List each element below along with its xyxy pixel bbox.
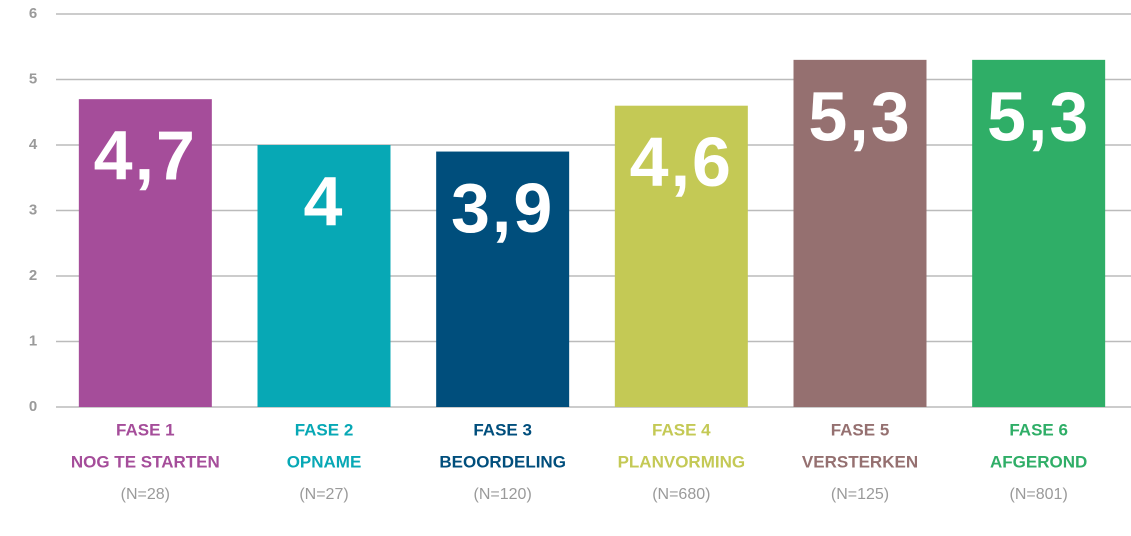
y-tick-label: 6	[29, 5, 37, 22]
category-count: (N=680)	[652, 486, 710, 503]
category-count: (N=120)	[474, 486, 532, 503]
bar	[257, 145, 391, 407]
bar	[436, 151, 570, 407]
category-count: (N=125)	[831, 486, 889, 503]
category-name: AFGEROND	[990, 452, 1087, 471]
y-tick-label: 0	[29, 398, 37, 415]
bar	[972, 59, 1106, 407]
category-name: VERSTERKEN	[802, 452, 918, 471]
y-tick-label: 1	[29, 332, 37, 349]
x-tick-label: FASE 6	[1009, 420, 1068, 439]
y-tick-label: 2	[29, 267, 37, 284]
value-label: 5,3	[808, 77, 911, 155]
bar	[78, 99, 212, 408]
y-tick-label: 4	[29, 136, 38, 153]
y-tick-label: 5	[29, 70, 37, 87]
value-label: 4,7	[94, 117, 197, 195]
value-label: 4	[304, 162, 345, 240]
x-tick-label: FASE 2	[295, 420, 354, 439]
x-tick-label: FASE 4	[652, 420, 711, 439]
category-name: BEOORDELING	[439, 452, 566, 471]
y-tick-label: 3	[29, 201, 37, 218]
x-tick-label: FASE 1	[116, 420, 175, 439]
category-name: PLANVORMING	[618, 452, 746, 471]
x-tick-label: FASE 5	[831, 420, 890, 439]
value-label: 4,6	[630, 123, 733, 201]
bar	[614, 105, 748, 407]
bar	[793, 59, 927, 407]
category-count: (N=801)	[1010, 486, 1068, 503]
x-tick-label: FASE 3	[473, 420, 532, 439]
category-count: (N=27)	[299, 486, 348, 503]
value-label: 5,3	[987, 77, 1090, 155]
value-label: 3,9	[451, 169, 554, 247]
category-count: (N=28)	[121, 486, 170, 503]
category-name: NOG TE STARTEN	[71, 452, 220, 471]
category-name: OPNAME	[287, 452, 362, 471]
